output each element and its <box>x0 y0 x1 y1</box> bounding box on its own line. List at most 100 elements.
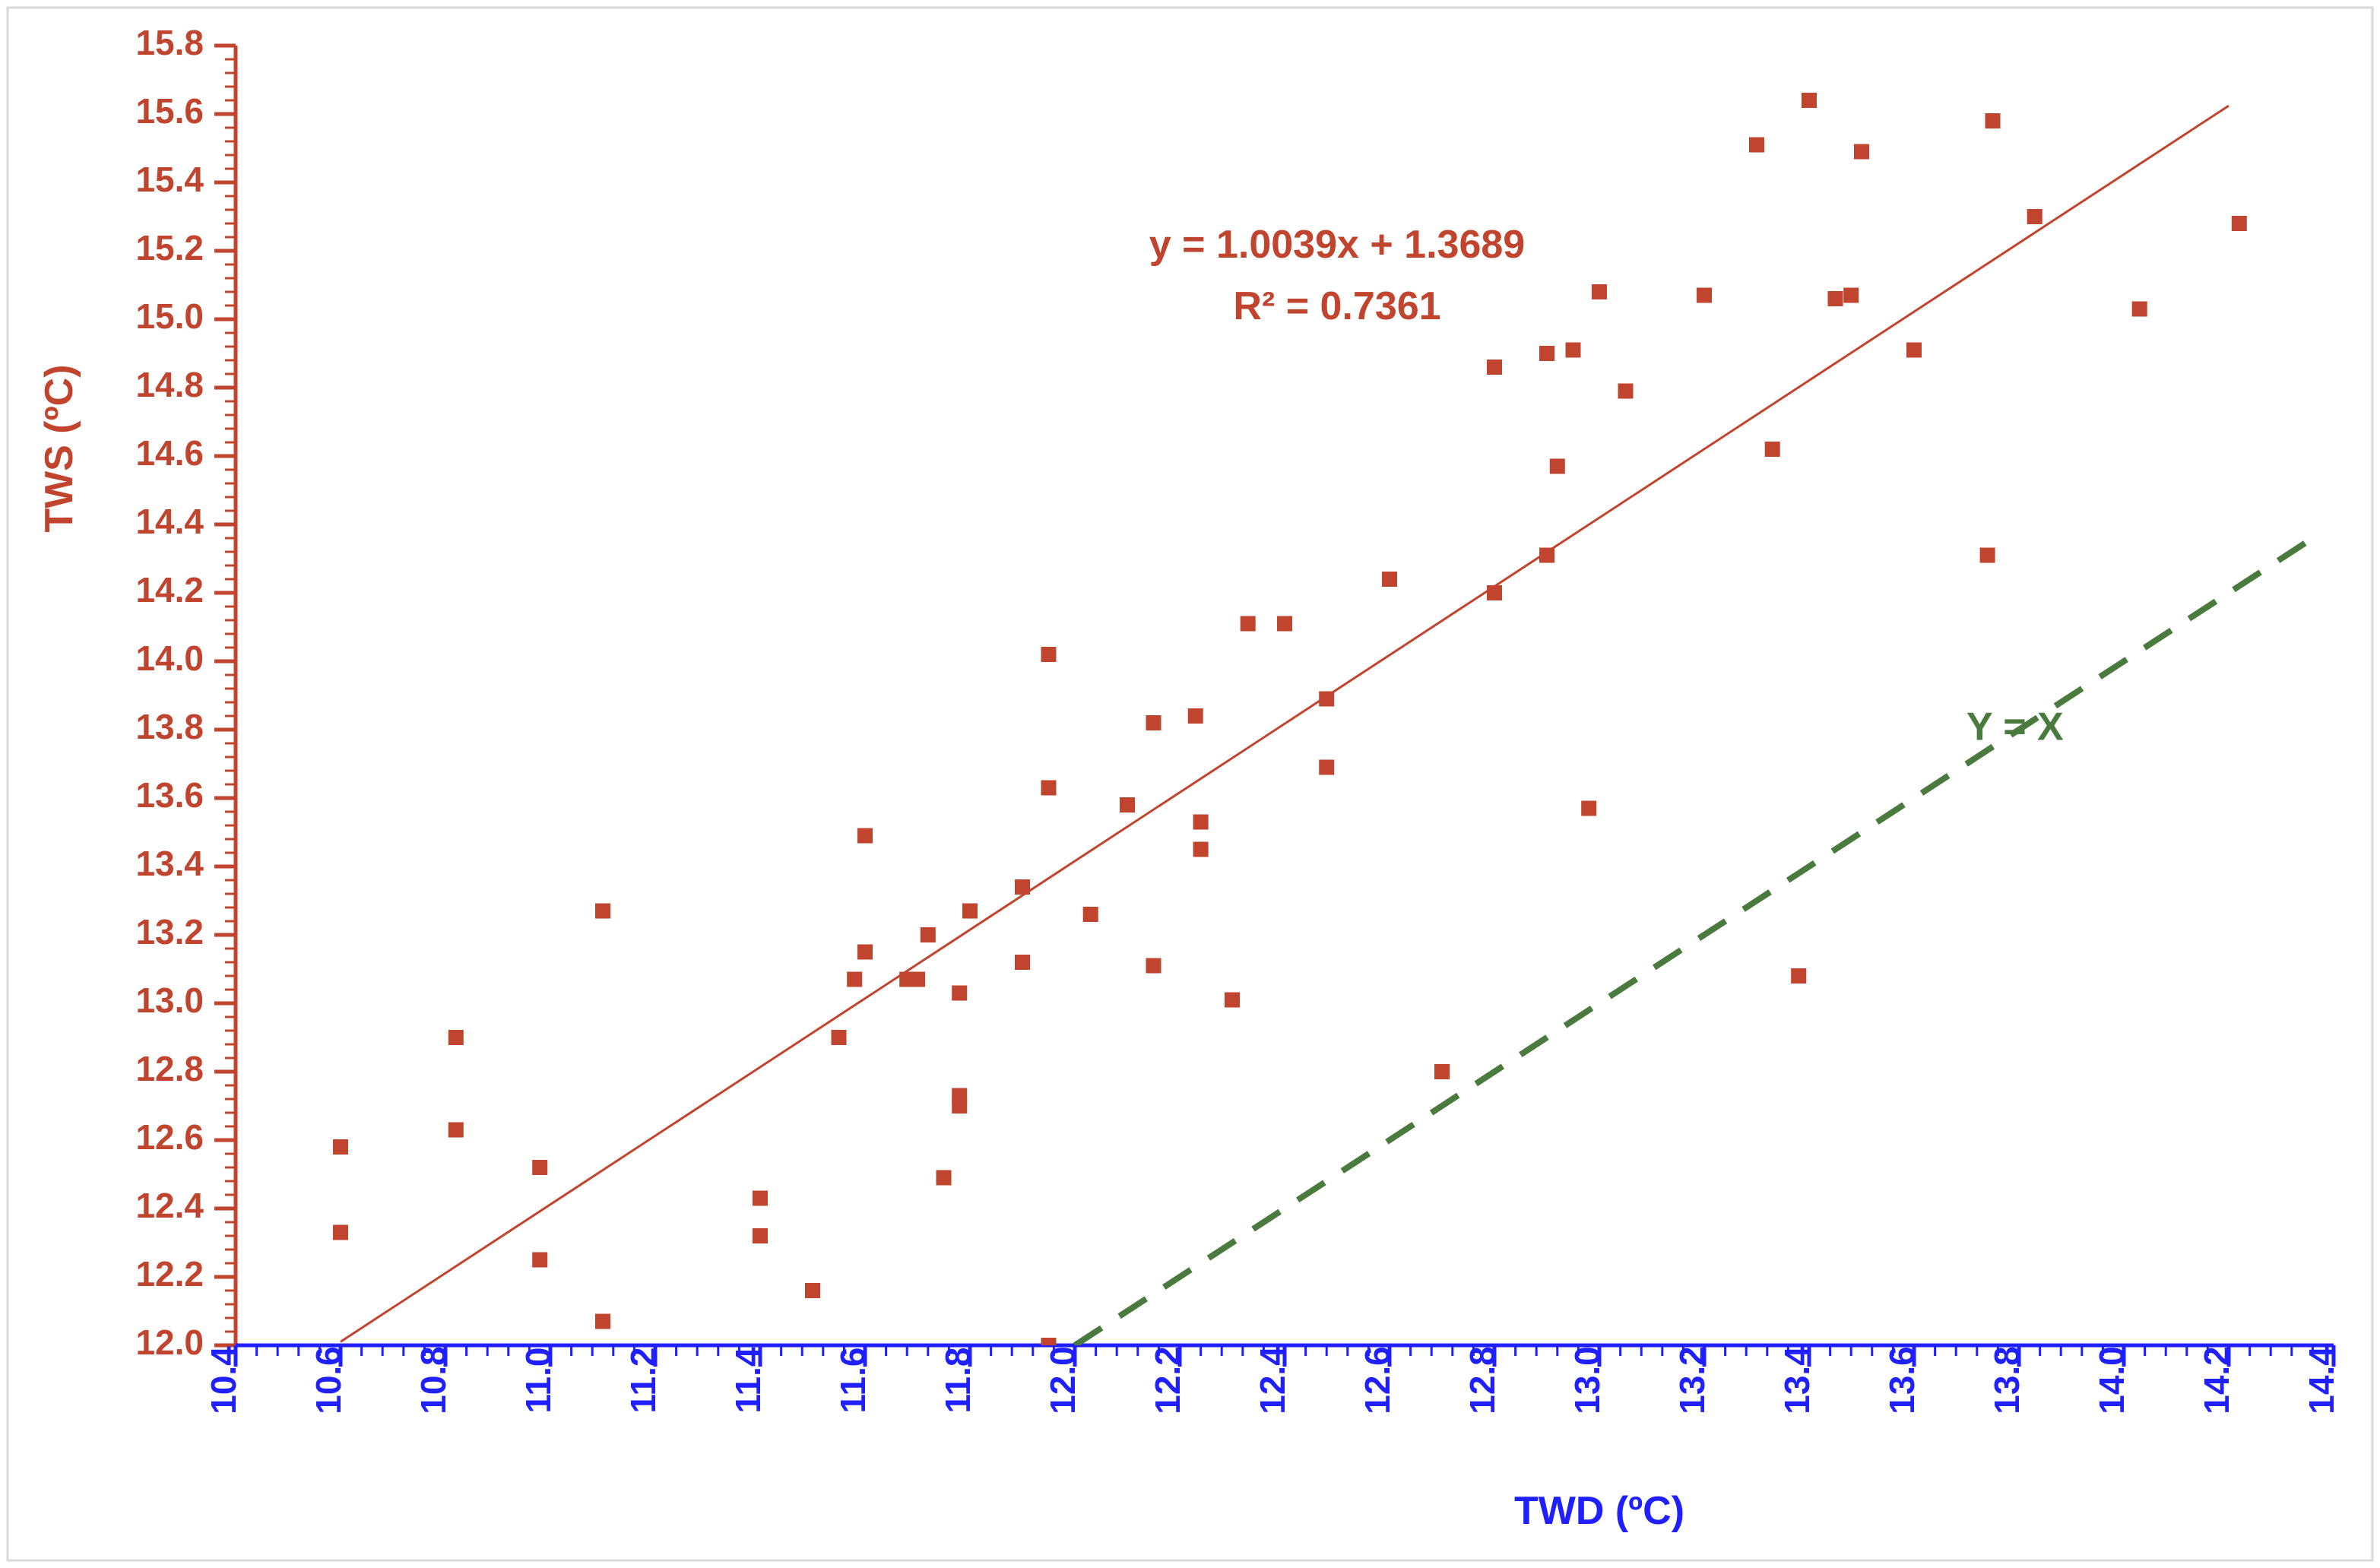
data-point <box>448 1123 464 1138</box>
y-tick-label: 12.4 <box>135 1186 204 1225</box>
x-tick-label: 13.2 <box>1672 1346 1712 1414</box>
y-tick-label: 15.2 <box>135 228 204 268</box>
data-point <box>1041 781 1057 796</box>
x-tick-label: 11.0 <box>518 1348 558 1414</box>
data-point <box>1581 801 1596 816</box>
data-point <box>1120 797 1135 813</box>
x-tick-label: 11.4 <box>728 1347 768 1413</box>
data-point <box>832 1030 847 1045</box>
y-tick-label: 14.8 <box>135 365 204 404</box>
data-point <box>857 828 873 844</box>
data-point <box>1241 616 1256 632</box>
y-tick-label: 12.8 <box>135 1049 204 1088</box>
data-point <box>1539 346 1554 361</box>
data-point <box>595 904 610 919</box>
data-point <box>532 1160 547 1175</box>
data-point <box>1015 879 1030 895</box>
y-tick-label: 15.0 <box>135 296 204 336</box>
data-point <box>1802 93 1817 108</box>
x-tick-label: 12.2 <box>1148 1346 1187 1414</box>
regression-equation: y = 1.0039x + 1.3689 <box>1149 223 1525 267</box>
data-point <box>936 1170 952 1186</box>
y-tick-label: 13.2 <box>135 912 204 952</box>
x-tick-label: 12.4 <box>1253 1346 1292 1414</box>
data-point <box>1487 360 1502 375</box>
data-point <box>805 1283 820 1298</box>
x-tick-label: 10.8 <box>414 1346 453 1414</box>
data-point <box>1765 442 1780 457</box>
data-point <box>2132 302 2147 317</box>
x-tick-label: 11.6 <box>833 1348 873 1414</box>
y-tick-label: 15.4 <box>135 160 204 199</box>
data-point <box>1193 815 1209 830</box>
data-point <box>753 1191 768 1206</box>
data-point <box>1566 343 1581 358</box>
data-point <box>595 1314 610 1329</box>
data-point <box>1041 647 1057 662</box>
chart-svg: 12.0 12.2 12.4 12.6 12.8 13.0 13.2 13.4 13.6 13.8… <box>0 0 2380 1568</box>
x-tick-label: 14.4 <box>2302 1346 2341 1414</box>
x-tick-label: 12.6 <box>1358 1346 1397 1414</box>
y-tick-label: 14.6 <box>135 433 204 473</box>
identity-line-label: Y = X <box>1966 705 2064 749</box>
data-point <box>952 986 967 1001</box>
data-point <box>1980 548 1995 563</box>
data-point <box>1697 288 1712 303</box>
data-point <box>847 972 862 987</box>
data-point <box>910 972 925 987</box>
data-point <box>2232 216 2247 231</box>
y-tick-label: 13.0 <box>135 980 204 1020</box>
data-point <box>1791 968 1806 984</box>
y-tick-label: 12.6 <box>135 1117 204 1157</box>
y-axis-title: TWS (ºC) <box>37 365 81 533</box>
data-point <box>1277 616 1292 632</box>
data-point <box>952 1088 967 1104</box>
y-tick-label: 14.4 <box>135 502 204 541</box>
data-point <box>1015 955 1030 970</box>
data-point <box>532 1253 547 1268</box>
x-tick-label: 13.6 <box>1882 1346 1922 1414</box>
x-tick-label: 10.6 <box>309 1346 348 1414</box>
y-tick-label: 15.6 <box>135 91 204 131</box>
data-point <box>1193 842 1209 857</box>
data-point <box>921 927 936 942</box>
data-point <box>2027 209 2042 224</box>
data-point <box>1854 144 1869 160</box>
data-point <box>1618 384 1634 399</box>
data-point <box>1843 288 1859 303</box>
x-tick-label: 10.4 <box>204 1346 243 1414</box>
data-point <box>1487 585 1502 600</box>
y-tick-label: 13.4 <box>135 844 204 883</box>
data-point <box>1906 343 1922 358</box>
data-point <box>1225 993 1240 1008</box>
data-point <box>1828 291 1843 306</box>
x-tick-label: 12.8 <box>1463 1346 1502 1414</box>
data-point <box>333 1139 348 1155</box>
data-point <box>753 1228 768 1243</box>
y-tick-label: 13.6 <box>135 775 204 815</box>
y-tick-label: 14.0 <box>135 638 204 678</box>
x-tick-label: 11.8 <box>938 1348 978 1414</box>
data-point <box>1146 715 1161 730</box>
data-point <box>448 1030 464 1045</box>
x-tick-label: 13.0 <box>1567 1346 1607 1414</box>
y-tick-label: 15.8 <box>135 23 204 62</box>
scatter-chart: 12.0 12.2 12.4 12.6 12.8 13.0 13.2 13.4 13.6 13.8… <box>0 0 2380 1568</box>
x-tick-label: 14.2 <box>2197 1346 2236 1414</box>
y-tick-label: 12.0 <box>135 1323 204 1362</box>
data-point <box>1146 958 1161 974</box>
data-point <box>1083 907 1098 922</box>
x-tick-label: 13.8 <box>1987 1346 2027 1414</box>
regression-r2: R² = 0.7361 <box>1233 284 1440 328</box>
x-tick-label: 11.2 <box>623 1348 663 1414</box>
data-point <box>1319 692 1334 707</box>
y-tick-label: 13.8 <box>135 707 204 746</box>
x-tick-label: 14.0 <box>2092 1346 2131 1414</box>
data-point <box>1550 459 1565 474</box>
data-point <box>1382 572 1397 587</box>
y-tick-label: 14.2 <box>135 570 204 610</box>
x-tick-label: 12.0 <box>1043 1346 1082 1414</box>
data-point <box>1188 708 1203 724</box>
data-point <box>857 945 873 960</box>
data-point <box>333 1225 348 1240</box>
